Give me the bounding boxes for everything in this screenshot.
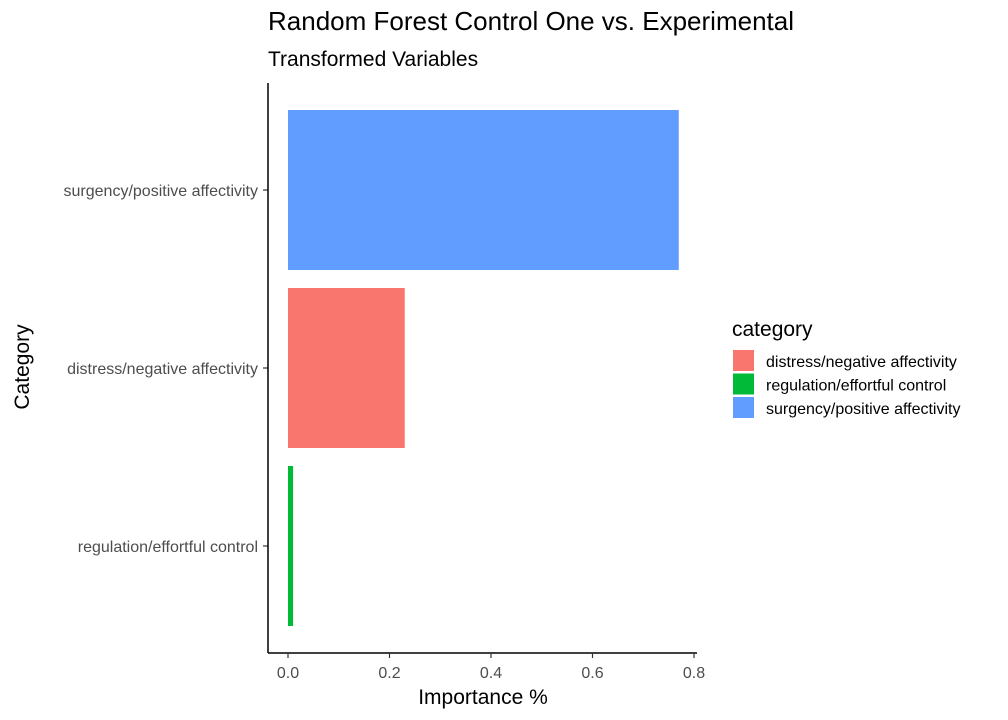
y-tick-label: distress/negative affectivity: [67, 361, 258, 378]
x-axis-title: Importance %: [418, 686, 548, 709]
x-axis: 0.0 0.2 0.4 0.6 0.8: [268, 652, 705, 682]
x-tick-label: 0.8: [683, 665, 705, 682]
legend-swatch-distress-negative-affectivity: [733, 350, 754, 371]
legend-label: distress/negative affectivity: [766, 354, 957, 371]
y-axis: surgency/positive affectivity distress/ne…: [64, 83, 269, 653]
legend: category distress/negative affectivity re…: [732, 318, 960, 418]
bar-surgency-positive-affectivity: [288, 110, 679, 270]
legend-label: surgency/positive affectivity: [766, 401, 960, 418]
x-tick-label: 0.6: [581, 665, 603, 682]
chart-subtitle: Transformed Variables: [268, 48, 478, 71]
legend-label: regulation/effortful control: [766, 378, 946, 395]
chart-title: Random Forest Control One vs. Experiment…: [268, 6, 794, 36]
legend-title: category: [732, 318, 813, 341]
y-axis-title: Category: [11, 324, 34, 410]
y-tick-label: regulation/effortful control: [78, 539, 258, 556]
x-tick-label: 0.4: [480, 665, 502, 682]
bar-distress-negative-affectivity: [288, 288, 405, 448]
legend-swatch-surgency-positive-affectivity: [733, 397, 754, 418]
bar-regulation-effortful-control: [288, 466, 294, 626]
bars-group: [288, 110, 679, 626]
x-tick-label: 0.0: [277, 665, 299, 682]
x-tick-label: 0.2: [378, 665, 400, 682]
legend-swatch-regulation-effortful-control: [733, 373, 754, 395]
y-tick-label: surgency/positive affectivity: [64, 183, 258, 200]
